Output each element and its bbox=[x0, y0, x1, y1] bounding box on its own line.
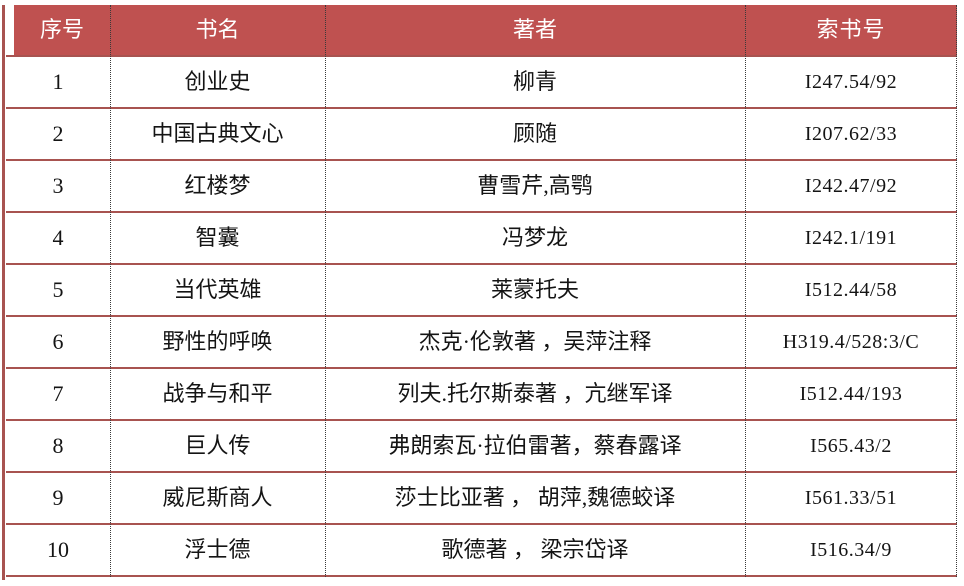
cell-title: 野性的呼唤 bbox=[162, 328, 273, 354]
cell-title: 巨人传 bbox=[184, 432, 251, 458]
cell-index: 5 bbox=[52, 276, 64, 302]
cell-author: 柳青 bbox=[512, 68, 557, 94]
cell-index: 9 bbox=[52, 484, 64, 510]
header-cell-index: 序号 bbox=[14, 5, 110, 55]
table-left-border bbox=[2, 5, 5, 580]
cell-index: 8 bbox=[52, 432, 64, 458]
table-row: 2 中国古典文心 顾随 I207.62/33 bbox=[6, 109, 957, 161]
table-row: 8 巨人传 弗朗索瓦·拉伯雷著，蔡春露译 I565.43/2 bbox=[6, 421, 957, 473]
table-row: 10 浮士德 歌德著 ， 梁宗岱译 I516.34/9 bbox=[6, 525, 957, 577]
cell-call-no: I242.47/92 bbox=[804, 175, 898, 197]
cell-call-no: I207.62/33 bbox=[804, 123, 898, 145]
table-row: 7 战争与和平 列夫.托尔斯泰著 ，亢继军译 I512.44/193 bbox=[6, 369, 957, 421]
cell-author: 莱蒙托夫 bbox=[490, 276, 579, 302]
cell-author: 歌德著 ， 梁宗岱译 bbox=[441, 536, 629, 562]
cell-index: 4 bbox=[52, 224, 64, 250]
cell-index: 1 bbox=[52, 68, 64, 94]
cell-author: 冯梦龙 bbox=[501, 224, 568, 250]
cell-call-no: I561.33/51 bbox=[804, 487, 898, 509]
cell-index: 3 bbox=[52, 172, 64, 198]
cell-author: 弗朗索瓦·拉伯雷著，蔡春露译 bbox=[388, 432, 682, 458]
header-cell-author: 著者 bbox=[325, 5, 745, 55]
cell-title: 当代英雄 bbox=[173, 276, 262, 302]
table-header-row: 序号 书名 著者 索书号 bbox=[6, 5, 957, 57]
cell-index: 10 bbox=[47, 536, 69, 562]
cell-author: 莎士比亚著 ， 胡萍,魏德蛟译 bbox=[394, 484, 676, 510]
cell-title: 中国古典文心 bbox=[151, 120, 284, 146]
cell-call-no: I242.1/191 bbox=[804, 227, 898, 249]
cell-index: 7 bbox=[52, 380, 64, 406]
table-row: 6 野性的呼唤 杰克·伦敦著 ，吴萍注释 H319.4/528:3/C bbox=[6, 317, 957, 369]
cell-title: 红楼梦 bbox=[184, 172, 251, 198]
cell-title: 创业史 bbox=[184, 68, 251, 94]
cell-call-no: I512.44/58 bbox=[804, 279, 898, 301]
table-row: 1 创业史 柳青 I247.54/92 bbox=[6, 57, 957, 109]
cell-author: 列夫.托尔斯泰著 ，亢继军译 bbox=[397, 380, 673, 406]
table-row: 4 智囊 冯梦龙 I242.1/191 bbox=[6, 213, 957, 265]
cell-author: 曹雪芹,高鹗 bbox=[477, 172, 593, 198]
book-list-table: 序号 书名 著者 索书号 1 创业史 柳青 I247.54/92 2 中国古典文… bbox=[6, 5, 957, 577]
cell-call-no: I512.44/193 bbox=[799, 383, 903, 405]
header-cell-title: 书名 bbox=[110, 5, 325, 55]
cell-title: 智囊 bbox=[195, 224, 240, 250]
cell-call-no: I247.54/92 bbox=[804, 71, 898, 93]
cell-title: 战争与和平 bbox=[162, 380, 273, 406]
cell-title: 浮士德 bbox=[184, 536, 251, 562]
cell-author: 杰克·伦敦著 ，吴萍注释 bbox=[418, 328, 652, 354]
table-row: 9 威尼斯商人 莎士比亚著 ， 胡萍,魏德蛟译 I561.33/51 bbox=[6, 473, 957, 525]
cell-call-no: H319.4/528:3/C bbox=[782, 331, 920, 353]
cell-index: 6 bbox=[52, 328, 64, 354]
cell-index: 2 bbox=[52, 120, 64, 146]
cell-author: 顾随 bbox=[512, 120, 557, 146]
header-cell-call-no: 索书号 bbox=[745, 5, 957, 55]
cell-title: 威尼斯商人 bbox=[162, 484, 273, 510]
table-row: 3 红楼梦 曹雪芹,高鹗 I242.47/92 bbox=[6, 161, 957, 213]
cell-call-no: I565.43/2 bbox=[810, 435, 892, 457]
cell-call-no: I516.34/9 bbox=[810, 539, 892, 561]
table-row: 5 当代英雄 莱蒙托夫 I512.44/58 bbox=[6, 265, 957, 317]
